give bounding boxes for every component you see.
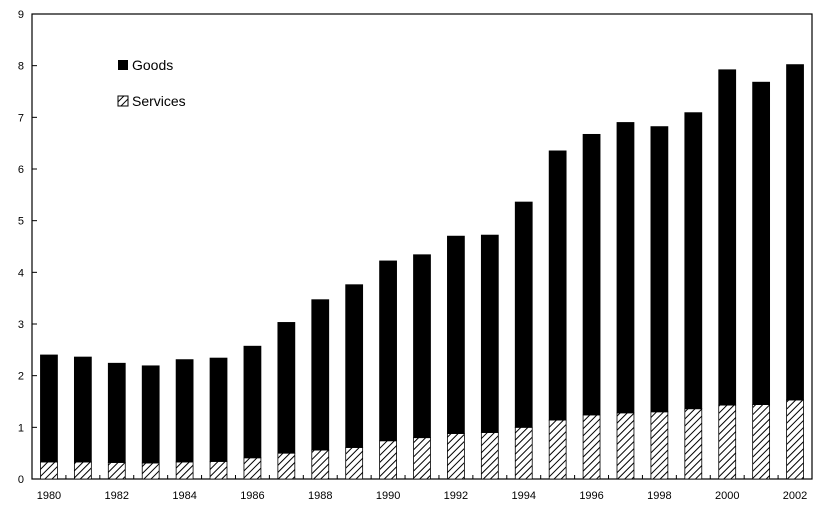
bar-goods-1981 [73,356,92,463]
bar-goods-1980 [40,354,58,463]
x-tick-label: 2002 [783,490,807,502]
bar-services-1990 [379,440,397,480]
bar-services-1998 [650,411,669,480]
bar-goods-1996 [582,133,601,416]
y-tick-label: 2 [18,371,24,383]
x-tick-label: 1990 [376,490,400,502]
y-tick-label: 9 [18,9,24,21]
legend-swatch-services [117,95,129,107]
bars [40,64,804,480]
bar-goods-2002 [786,64,804,401]
bar-services-1982 [107,462,126,480]
y-tick-label: 4 [18,267,24,279]
bar-services-2002 [786,399,804,480]
bar-services-1980 [40,461,58,480]
bar-goods-1991 [413,254,431,439]
legend: Goods Services [117,57,186,109]
bar-goods-1984 [175,359,194,463]
bar-services-1995 [548,419,567,480]
x-tick-label: 2000 [715,490,739,502]
bar-goods-1990 [379,260,397,442]
y-tick-label: 0 [18,474,24,486]
x-tick-label: 1984 [172,490,196,502]
bar-services-2001 [752,404,771,480]
bar-services-1993 [480,432,499,480]
y-tick-label: 7 [18,112,24,124]
bar-services-1997 [616,412,635,480]
y-tick-label: 3 [18,319,24,331]
bar-services-2000 [718,404,737,480]
bar-goods-1997 [616,122,635,414]
bar-services-1992 [447,433,465,480]
y-tick-label: 8 [18,61,24,73]
x-tick-label: 1980 [37,490,61,502]
x-tick-label: 1998 [647,490,671,502]
bar-services-1981 [73,461,92,480]
bar-services-1983 [141,462,160,480]
x-tick-label: 1996 [579,490,603,502]
bar-goods-1987 [277,322,296,454]
bar-goods-1995 [548,150,567,421]
bar-goods-1983 [141,365,160,464]
legend-label-services: Services [132,93,186,109]
x-tick-label: 1988 [308,490,332,502]
y-tick-label: 5 [18,216,24,228]
bar-goods-2001 [752,81,771,405]
bar-goods-1993 [480,234,499,433]
bar-goods-1998 [650,126,669,413]
x-tick-label: 1986 [240,490,264,502]
bar-goods-1988 [311,299,330,451]
y-tick-label: 6 [18,164,24,176]
bar-services-1989 [345,447,364,480]
bar-goods-1982 [107,362,126,463]
bar-services-1984 [175,461,194,480]
tick-labels: 0 1 2 3 4 5 6 7 8 9 1980 1982 1984 1986 1988 1990 1992 19… [18,9,807,502]
bar-services-1986 [243,457,262,480]
bar-goods-1985 [209,357,228,462]
bar-goods-1999 [684,112,703,410]
bar-services-1991 [413,437,431,480]
bar-services-1988 [311,449,330,480]
bar-goods-1992 [447,235,465,434]
bar-services-1996 [582,414,601,480]
x-tick-label: 1994 [511,490,535,502]
legend-label-goods: Goods [132,57,173,73]
x-tick-label: 1992 [444,490,468,502]
bar-services-1985 [209,461,228,480]
bar-services-1994 [514,426,533,480]
x-tick-label: 1982 [105,490,129,502]
bar-services-1999 [684,408,703,480]
bar-goods-1986 [243,345,262,459]
bar-goods-1989 [345,284,364,448]
bar-goods-2000 [718,69,737,406]
legend-swatch-goods [118,60,128,70]
bar-services-1987 [277,452,296,480]
y-tick-label: 1 [18,422,24,434]
bar-goods-1994 [514,201,533,428]
